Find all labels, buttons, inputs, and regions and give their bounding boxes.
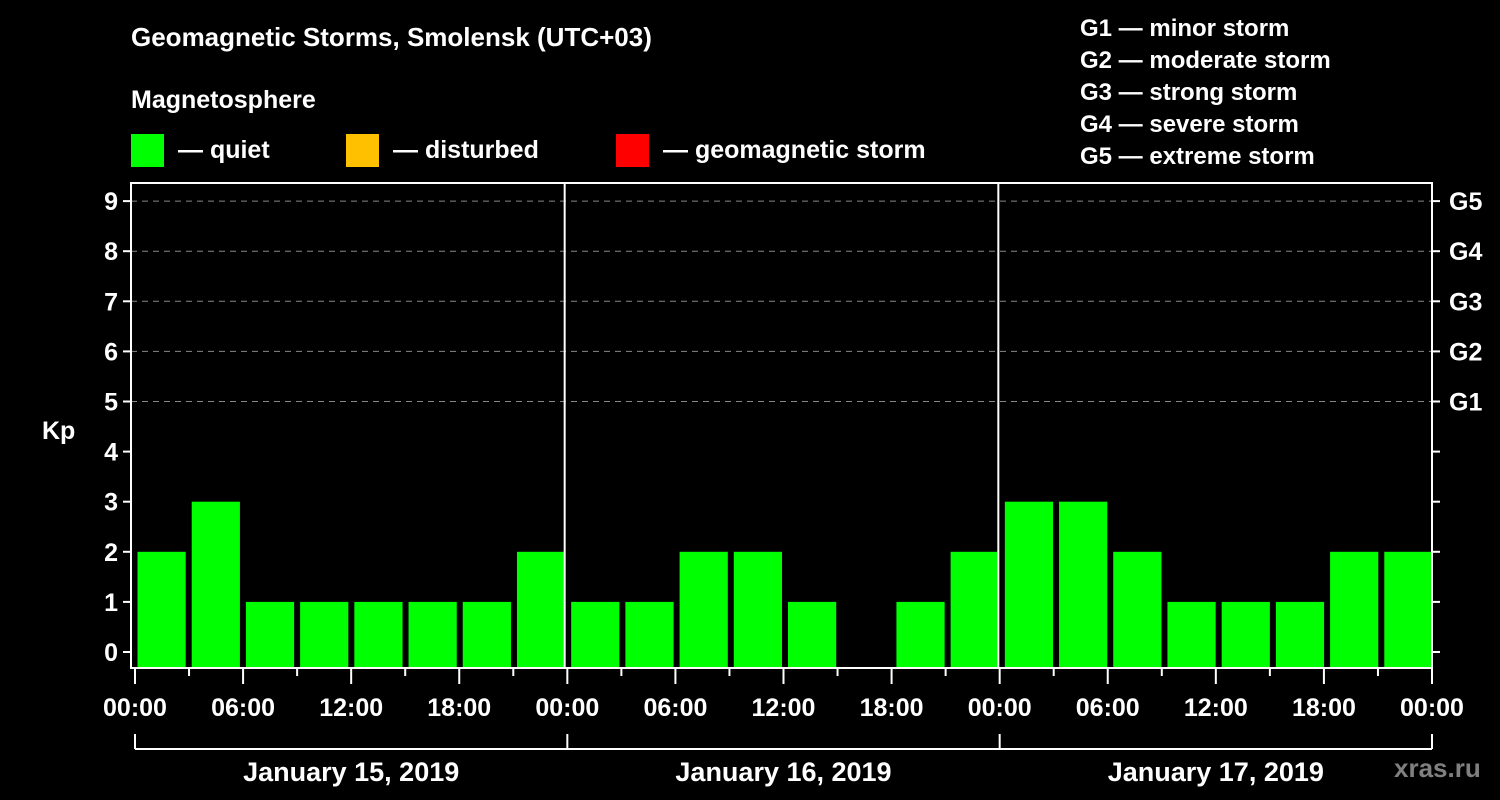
kp-bar <box>408 601 457 668</box>
y-tick-label: 2 <box>104 539 118 567</box>
g-scale-g3: G3 — strong storm <box>1080 79 1298 106</box>
y-tick-label: 4 <box>104 439 118 467</box>
kp-bar <box>788 601 837 668</box>
quiet-swatch <box>131 134 164 167</box>
legend-disturbed-label: — disturbed <box>393 136 539 164</box>
day-label: January 16, 2019 <box>675 757 891 787</box>
y-tick-label: 9 <box>104 188 118 216</box>
legend-quiet-label: — quiet <box>178 136 270 164</box>
plot-frame <box>130 182 1433 669</box>
g-scale-tick-label: G2 <box>1449 338 1482 366</box>
g-scale-tick-label: G3 <box>1449 288 1482 316</box>
kp-bar <box>1167 601 1216 668</box>
x-tick-label: 00:00 <box>968 694 1032 722</box>
kp-bar <box>1059 501 1108 668</box>
chart-subtitle: Magnetosphere <box>131 86 316 114</box>
watermark: xras.ru <box>1394 753 1481 783</box>
g-scale-tick-label: G5 <box>1449 188 1482 216</box>
storm-swatch <box>616 134 649 167</box>
day-label: January 17, 2019 <box>1108 757 1324 787</box>
x-tick-label: 12:00 <box>1184 694 1248 722</box>
g-scale-tick-label: G4 <box>1449 238 1482 266</box>
x-tick-label: 00:00 <box>1400 694 1464 722</box>
kp-bar <box>1113 551 1162 668</box>
x-tick-label: 18:00 <box>1292 694 1356 722</box>
kp-bar <box>1384 551 1433 668</box>
kp-bar <box>733 551 782 668</box>
x-tick-label: 00:00 <box>103 694 167 722</box>
g-scale-g2: G2 — moderate storm <box>1080 47 1331 74</box>
kp-bar <box>300 601 349 668</box>
y-tick-label: 8 <box>104 238 118 266</box>
y-axis-label: Kp <box>42 417 75 445</box>
legend-quiet: — quiet <box>131 134 270 167</box>
kp-bar <box>516 551 566 668</box>
y-tick-label: 1 <box>104 589 118 617</box>
legend-storm-label: — geomagnetic storm <box>663 136 926 164</box>
kp-bar <box>950 551 999 668</box>
kp-bar <box>1221 601 1270 668</box>
x-tick-label: 18:00 <box>427 694 491 722</box>
day-label: January 15, 2019 <box>243 757 459 787</box>
kp-bar <box>1330 551 1379 668</box>
legend-disturbed: — disturbed <box>346 134 539 167</box>
kp-bar <box>191 501 240 668</box>
y-tick-label: 3 <box>104 489 118 517</box>
kp-bar <box>354 601 403 668</box>
kp-bar <box>245 601 295 668</box>
g-scale-g5: G5 — extreme storm <box>1080 143 1315 170</box>
g-scale-tick-label: G1 <box>1449 389 1482 417</box>
legend-storm: — geomagnetic storm <box>616 134 926 167</box>
kp-bar <box>137 551 186 668</box>
x-tick-label: 12:00 <box>752 694 816 722</box>
y-tick-label: 7 <box>104 288 118 316</box>
y-tick-label: 5 <box>104 389 118 417</box>
x-tick-label: 18:00 <box>860 694 924 722</box>
y-tick-label: 6 <box>104 338 118 366</box>
x-tick-label: 00:00 <box>535 694 599 722</box>
x-tick-label: 12:00 <box>319 694 383 722</box>
kp-bar <box>896 601 945 668</box>
kp-bar <box>462 601 511 668</box>
disturbed-swatch <box>346 134 379 167</box>
x-tick-label: 06:00 <box>211 694 275 722</box>
chart-title: Geomagnetic Storms, Smolensk (UTC+03) <box>131 22 652 52</box>
x-tick-label: 06:00 <box>1076 694 1140 722</box>
y-tick-label: 0 <box>104 639 118 667</box>
g-scale-g4: G4 — severe storm <box>1080 111 1299 138</box>
kp-bar <box>571 601 620 668</box>
kp-bar <box>1004 501 1054 668</box>
kp-bar <box>625 601 674 668</box>
g-scale-g1: G1 — minor storm <box>1080 15 1290 42</box>
kp-bar <box>1275 601 1325 668</box>
kp-bar <box>679 551 728 668</box>
x-tick-label: 06:00 <box>643 694 707 722</box>
